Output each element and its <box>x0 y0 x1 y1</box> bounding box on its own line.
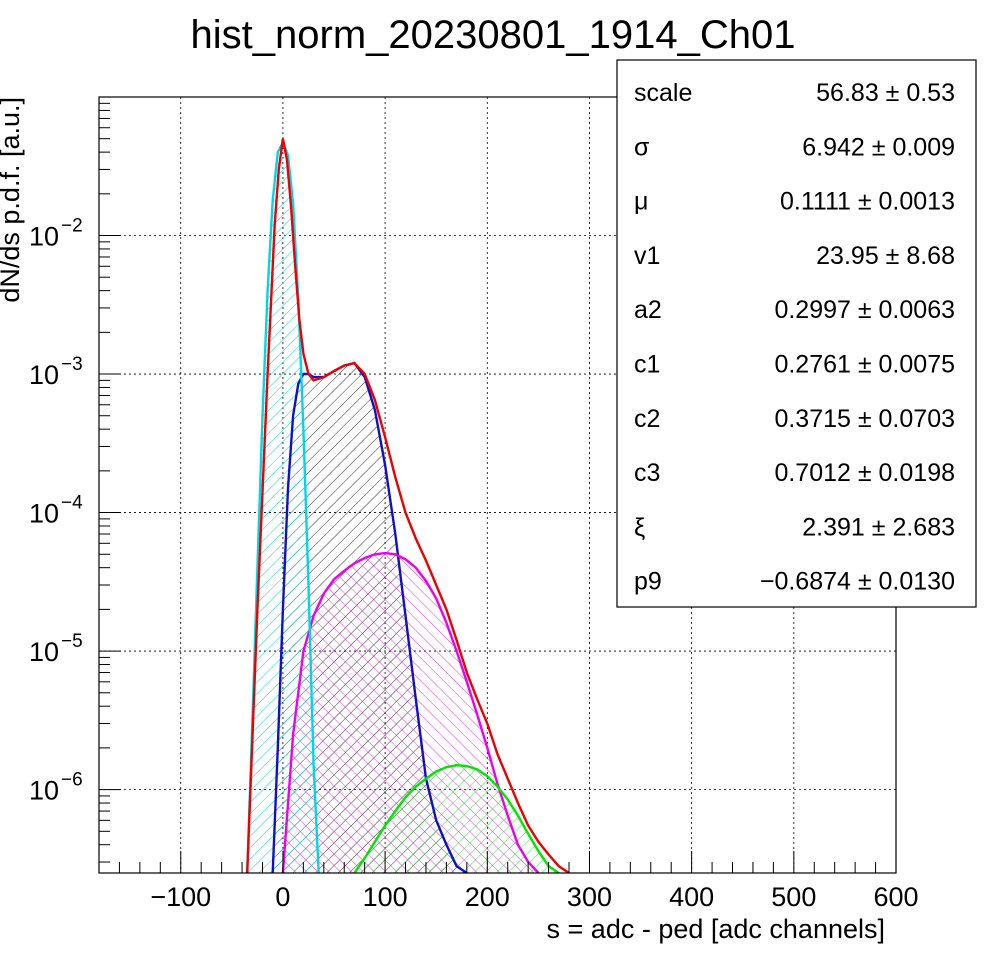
stat-param-name: p9 <box>634 568 662 596</box>
y-tick-label-exponent: −3 <box>61 354 83 375</box>
x-tick-label: 500 <box>771 882 816 912</box>
y-tick-label-exponent: −6 <box>61 770 83 791</box>
stat-param-value: 0.2761 ± 0.0075 <box>774 351 955 379</box>
series-curve <box>246 138 570 873</box>
plot-area <box>246 138 570 873</box>
y-tick-label-base: 10 <box>29 776 59 806</box>
stat-param-name: v1 <box>634 242 660 270</box>
y-tick-label-exponent: −5 <box>61 631 83 652</box>
stat-param-value: 2.391 ± 2.683 <box>802 513 955 541</box>
stat-param-value: 23.95 ± 8.68 <box>816 242 955 270</box>
series-fill <box>247 142 319 873</box>
fit-stats-box: scale 56.83 ± 0.53 σ 6.942 ± 0.009 μ 0.1111 ±… <box>616 59 977 608</box>
y-tick-label-base: 10 <box>29 360 59 390</box>
stat-param-name: σ <box>634 133 650 161</box>
series-curve <box>281 551 540 873</box>
series-curve <box>353 763 560 873</box>
stat-param-value: 0.1111 ± 0.0013 <box>780 188 955 216</box>
stat-param-name: scale <box>634 79 692 107</box>
y-tick-label-base: 10 <box>29 499 59 529</box>
x-tick-label: 0 <box>275 882 290 912</box>
x-tick-label: 400 <box>669 882 714 912</box>
stat-param-value: 0.3715 ± 0.0703 <box>774 405 955 433</box>
stat-param-value: 56.83 ± 0.53 <box>816 79 955 107</box>
stat-param-value: 0.7012 ± 0.0198 <box>774 459 955 487</box>
x-tick-label: −100 <box>150 882 211 912</box>
stat-param-name: μ <box>634 188 648 216</box>
x-tick-label: 600 <box>873 882 918 912</box>
x-axis-label: s = adc - ped [adc channels] <box>547 914 885 944</box>
x-tick-label: 200 <box>465 882 510 912</box>
stat-param-name: c1 <box>634 351 660 379</box>
stat-param-value: −0.6874 ± 0.0130 <box>760 568 955 596</box>
y-tick-label-base: 10 <box>29 222 59 252</box>
stat-param-name: ξ <box>634 513 645 541</box>
stat-param-name: c3 <box>634 459 660 487</box>
stat-param-name: a2 <box>634 296 662 324</box>
series-fill <box>354 765 559 873</box>
x-tick-label: 100 <box>363 882 408 912</box>
stat-param-value: 0.2997 ± 0.0063 <box>774 296 955 324</box>
stat-param-name: c2 <box>634 405 660 433</box>
stat-param-value: 6.942 ± 0.009 <box>802 133 955 161</box>
x-tick-label: 300 <box>567 882 612 912</box>
stats-box-frame <box>616 59 977 608</box>
y-axis-label: dN/ds p.d.f. [a.u.] <box>0 97 25 303</box>
y-tick-label-base: 10 <box>29 637 59 667</box>
chart-title: hist_norm_20230801_1914_Ch01 <box>191 13 796 57</box>
y-tick-label-exponent: −4 <box>61 493 83 514</box>
y-tick-label-exponent: −2 <box>61 216 83 237</box>
